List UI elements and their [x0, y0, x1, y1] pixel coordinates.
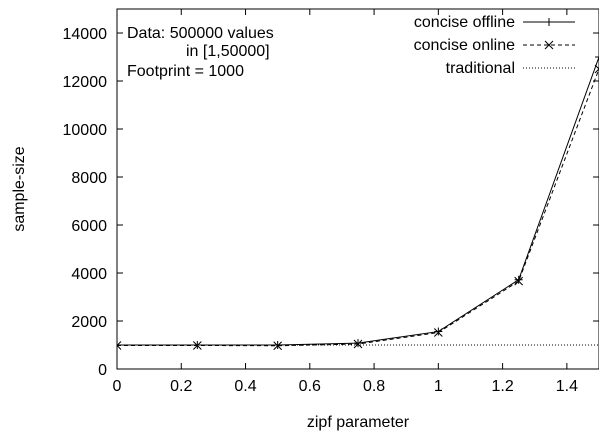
y-tick-label: 0: [98, 362, 107, 379]
legend-label: traditional: [446, 60, 515, 77]
data-point: [514, 275, 523, 284]
data-point: [514, 276, 524, 286]
x-tick-label: 1.2: [491, 378, 513, 395]
data-point: [434, 327, 443, 336]
annotation-line-2: in [1,50000]: [186, 43, 270, 60]
legend-label: concise online: [414, 37, 516, 54]
y-tick-label: 14000: [63, 26, 108, 43]
y-tick-label: 4000: [71, 266, 107, 283]
annotation-line-1: Data: 500000 values: [127, 25, 274, 42]
y-tick-label: 10000: [63, 122, 108, 139]
x-tick-label: 0.2: [170, 378, 192, 395]
x-tick-label: 1: [434, 378, 443, 395]
y-axis-ticks: 0 2000 4000 6000 8000 10000 12000 14000: [63, 26, 599, 379]
y-tick-label: 2000: [71, 314, 107, 331]
y-axis-label: sample-size: [11, 146, 28, 231]
data-point: [595, 53, 599, 61]
data-point: [433, 328, 443, 337]
legend-marker: [545, 18, 553, 26]
legend: concise offline concise online traditional: [414, 14, 575, 77]
series-line: [117, 68, 599, 347]
series-concise-offline: [117, 53, 599, 349]
x-axis-ticks: 0 0.2 0.4 0.6 0.8 1 1.2 1.4: [113, 9, 578, 395]
x-tick-label: 1.4: [556, 378, 578, 395]
legend-label: concise offline: [414, 14, 515, 31]
plot-frame: [116, 8, 599, 370]
series-layer: [117, 53, 599, 351]
x-tick-label: 0.8: [363, 378, 385, 395]
data-point: [192, 341, 202, 350]
series-concise-online: [117, 64, 599, 351]
x-tick-label: 0.6: [299, 378, 321, 395]
data-point: [353, 339, 363, 349]
y-tick-label: 12000: [63, 74, 108, 91]
series-line: [117, 56, 599, 346]
y-tick-label: 6000: [71, 218, 107, 235]
data-point: [273, 341, 283, 351]
data-point: [594, 64, 599, 74]
x-tick-label: 0.4: [234, 378, 256, 395]
data-point: [117, 341, 122, 350]
y-tick-label: 8000: [71, 170, 107, 187]
legend-marker: [544, 40, 554, 50]
x-tick-label: 0: [113, 378, 122, 395]
data-point: [354, 339, 362, 348]
annotation-line-3: Footprint = 1000: [127, 63, 244, 80]
x-axis-label: zipf parameter: [307, 414, 410, 431]
data-point: [273, 341, 282, 349]
